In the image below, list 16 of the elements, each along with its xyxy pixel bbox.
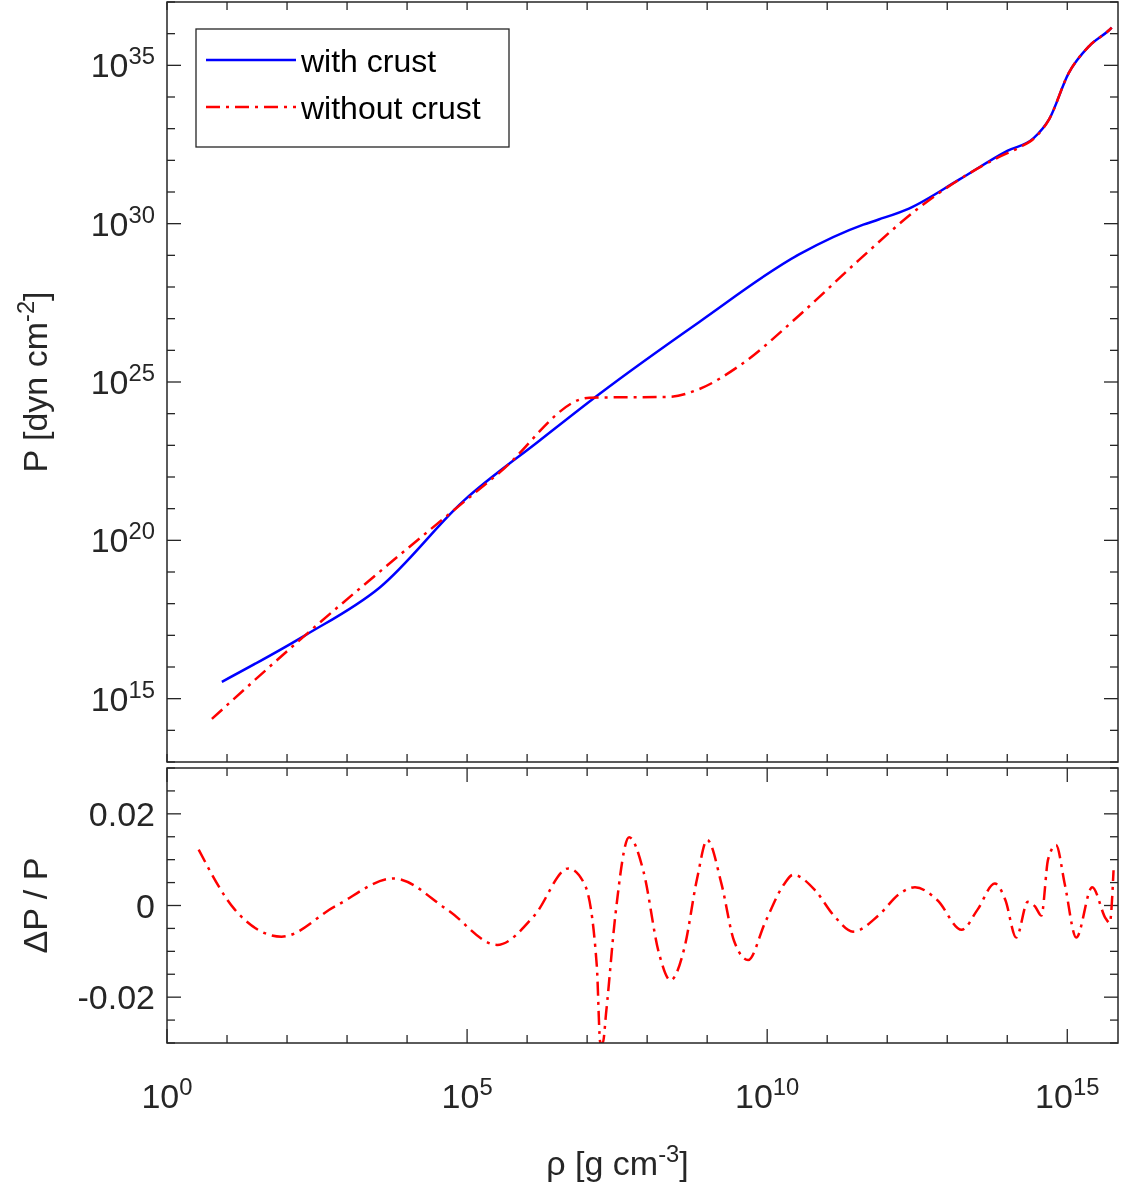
x-axis-title: ρ [g cm$^{-3}$] xyxy=(546,1139,689,1182)
y-tick-label: 10$^{20}$ xyxy=(90,516,155,560)
y-axis-title: ΔP / P xyxy=(16,857,54,954)
legend-label: with crust xyxy=(300,43,437,79)
y-tick-label: 10$^{15}$ xyxy=(90,675,155,718)
legend-label: without crust xyxy=(300,90,481,126)
y-tick-label: 0.02 xyxy=(88,794,155,833)
y-tick-label: 10$^{35}$ xyxy=(90,41,155,85)
y-tick-label: 0 xyxy=(136,886,155,925)
x-tick-label: 10$^{10}$ xyxy=(735,1072,800,1115)
x-tick-label: 10$^{5}$ xyxy=(441,1072,493,1115)
x-tick-label: 10$^{0}$ xyxy=(141,1072,193,1115)
y-tick-label: 10$^{30}$ xyxy=(90,200,155,243)
y-tick-label: -0.02 xyxy=(77,978,155,1017)
x-tick-label: 10$^{15}$ xyxy=(1035,1072,1100,1115)
y-tick-label: 10$^{25}$ xyxy=(90,358,155,401)
